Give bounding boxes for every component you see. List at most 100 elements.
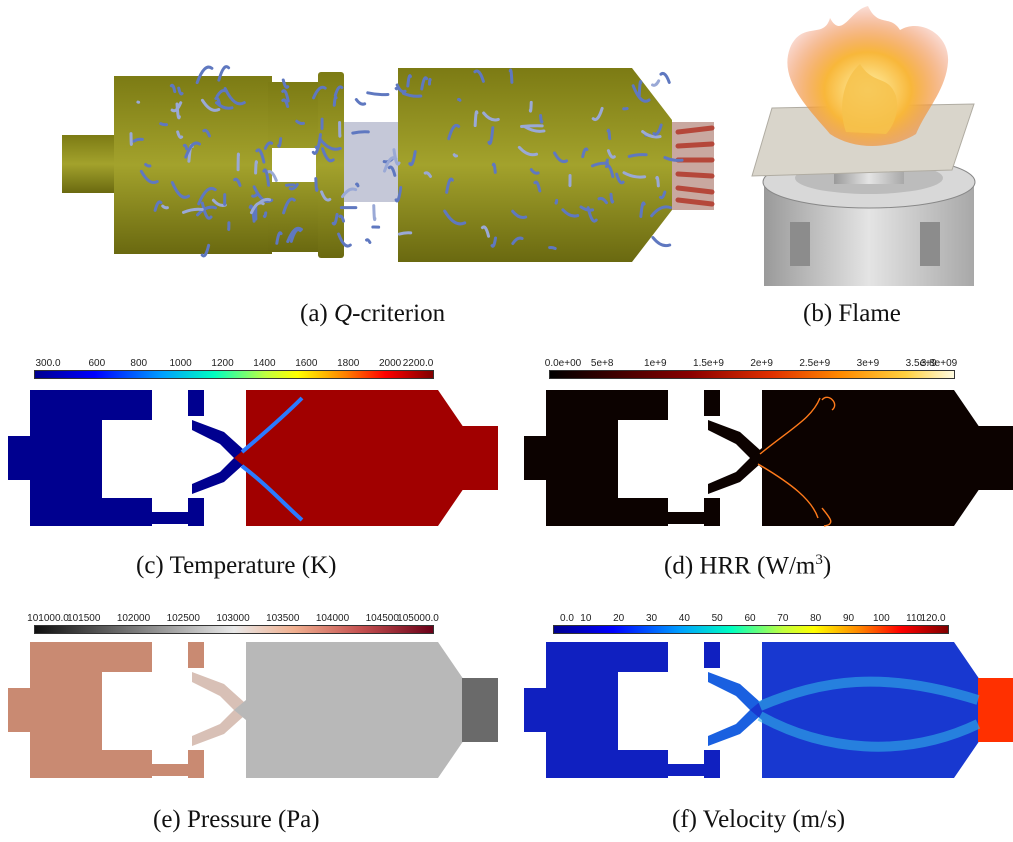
chamber-region: [234, 642, 464, 778]
vortex-tube: [420, 76, 429, 91]
vortex-tube: [655, 175, 660, 188]
vortex-tube: [406, 74, 412, 88]
outlet-region: [462, 426, 498, 490]
vortex-tube: [548, 246, 557, 251]
injector-jet: [708, 420, 760, 494]
vortex-tube: [202, 128, 211, 138]
vortex-tube: [170, 181, 191, 199]
colorbar-tick-label: 60: [744, 613, 756, 624]
vortex-tube: [262, 211, 268, 219]
vortex-tube: [200, 201, 213, 220]
vortex-tube: [394, 186, 403, 203]
vortex-tube: [159, 122, 169, 127]
vortex-tube: [591, 161, 609, 168]
vortex-tube: [392, 148, 401, 166]
caption-f: (f) Velocity (m/s): [672, 806, 846, 833]
vortex-tube: [318, 137, 342, 151]
outlet-region: [978, 426, 1013, 490]
inlet-pipe: [62, 135, 114, 193]
vortex-tube: [490, 236, 498, 248]
colorbar-hrr: [549, 370, 955, 379]
vortex-tube: [132, 137, 144, 143]
vortex-tube: [401, 91, 423, 98]
colorbar-tick-label: 800: [130, 358, 148, 369]
colorbar-pressure: [34, 625, 434, 634]
vortex-tube: [397, 231, 413, 236]
colorbar-velocity: [553, 625, 949, 634]
caption-e: (e) Pressure (Pa): [153, 806, 320, 833]
colorbar-tick-label: 102500: [166, 613, 200, 624]
plenum-region: [8, 390, 152, 526]
swirler-lower: [188, 750, 204, 778]
vortex-tube: [482, 111, 500, 122]
vortex-tube: [658, 190, 667, 200]
vortex-tube: [579, 205, 595, 212]
colorbar-temperature: [34, 370, 434, 379]
plenum-channel: [152, 512, 192, 524]
vortex-tube: [443, 209, 467, 226]
vortex-tube: [529, 168, 540, 175]
swirler-lower: [704, 750, 720, 778]
vortex-tube: [387, 165, 397, 177]
vortex-tube: [341, 187, 358, 199]
vortex-tube: [182, 207, 204, 214]
colorbar-tick-label: 50: [711, 613, 723, 624]
colorbar-tick-label: 1200: [211, 358, 234, 369]
vortex-tube: [215, 101, 234, 110]
vortex-tube: [554, 198, 559, 205]
caption-b: (b) Flame: [803, 300, 901, 327]
vortex-tube: [561, 208, 580, 218]
vortex-tube: [520, 124, 544, 129]
vortex-tube: [251, 192, 259, 198]
colorbar-tick-label: 103500: [266, 613, 300, 624]
caption-a: (a) Q-criterion: [300, 300, 446, 327]
vortex-tube: [597, 196, 609, 205]
vortex-tube: [281, 98, 290, 109]
vortex-tube: [170, 101, 183, 113]
vortex-tube: [215, 88, 228, 98]
colorbar-tick-label: 2000: [378, 358, 402, 369]
vortex-tube: [395, 83, 407, 94]
colorbar-tick-label: 90: [842, 613, 855, 624]
vortex-tube: [604, 164, 615, 179]
vortex-tube: [331, 212, 339, 226]
combustion-chamber: [398, 68, 672, 262]
vortex-tube: [511, 236, 524, 245]
vortex-tube: [487, 126, 495, 146]
temperature-field: [8, 390, 498, 526]
colorbar-tick-label: 600: [88, 358, 106, 369]
vortex-tube: [176, 130, 184, 139]
colorbar-tick-label: 104500: [365, 613, 399, 624]
colorbar-tick-label: 2200.0: [402, 358, 434, 369]
vortex-tube: [637, 80, 643, 97]
vortex-tube: [197, 186, 217, 206]
vortex-tube: [445, 177, 454, 194]
swirler-upper: [704, 642, 720, 668]
vortex-tube: [249, 201, 265, 215]
vortex-tube: [365, 238, 372, 244]
vortex-tube: [408, 150, 417, 167]
vortex-tube: [144, 162, 152, 168]
vortex-tube: [277, 137, 283, 148]
flame-sheet: [240, 464, 304, 522]
vortex-tube: [508, 68, 514, 84]
vortex-tube: [161, 204, 169, 210]
vortex-tube: [177, 86, 184, 96]
colorbar-tick-label: 1000: [169, 358, 192, 369]
pressure-field: [8, 642, 498, 778]
vortex-tube: [288, 183, 299, 191]
vortex-tube: [182, 143, 189, 151]
colorbar-tick-label: 10: [580, 613, 592, 624]
caption-c: (c) Temperature (K): [136, 552, 337, 579]
outlet-vortex-tubes: [675, 125, 715, 207]
colorbar-tick-label: 1e+9: [644, 358, 667, 369]
plenum-channel: [668, 512, 708, 524]
colorbar-tick-label: 101000.0: [27, 613, 69, 624]
colorbar-hrr-ticks: 0.0e+00 5e+8 1e+9 1.5e+9 2e+9 2.5e+9 3e+9 3.5e+…: [545, 358, 957, 370]
vortex-tube: [606, 128, 612, 141]
vortex-tube: [321, 147, 335, 163]
vortex-tube: [581, 147, 589, 159]
colorbar-velocity-ticks: 0.0 10 20 30 40 50 60 70 80 90 100 110 120.0: [553, 613, 947, 625]
vortex-tube: [289, 228, 302, 243]
vortex-tube: [355, 182, 360, 188]
